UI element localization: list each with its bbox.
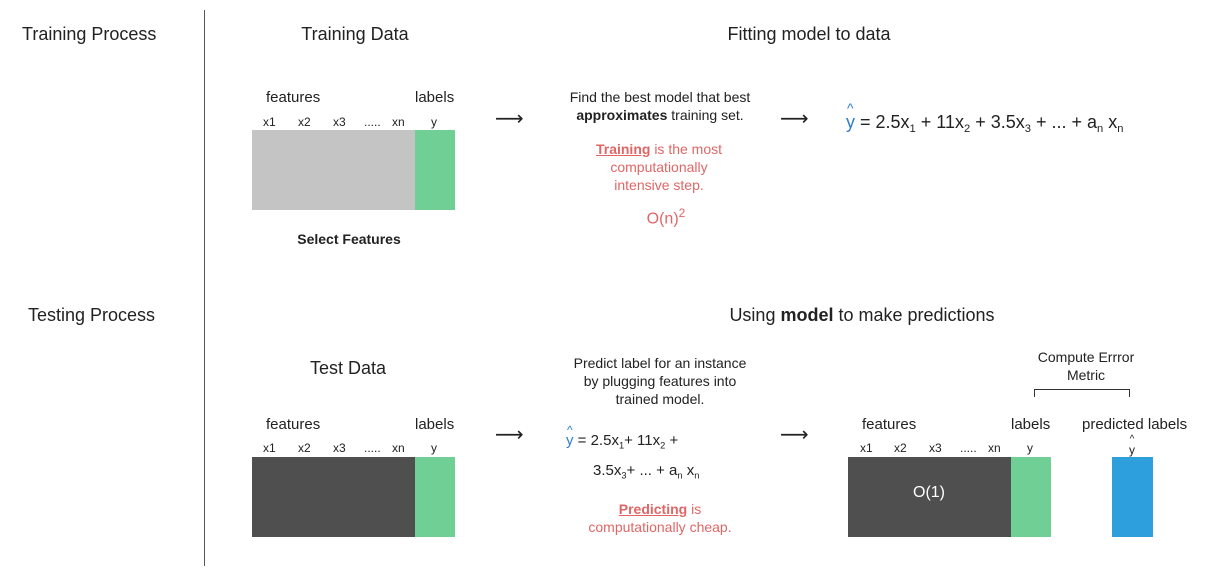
prediction-complexity: O(1)	[913, 484, 945, 501]
training-arrow-1: ⟶	[495, 108, 524, 130]
testing-equation: ^ y = 2.5x1+ 11x2 + 3.5x3+ ... + an xn	[566, 423, 700, 481]
testing-description: Predict label for an instance by pluggin…	[573, 355, 747, 407]
training-col-x3: x3	[333, 115, 346, 129]
testing-col-y: y	[431, 441, 437, 455]
section-divider	[204, 10, 205, 566]
testing-cost-note: Predicting is computationally cheap.	[588, 501, 732, 535]
training-col-ellipsis: .....	[364, 115, 381, 129]
training-col-xn: xn	[392, 115, 405, 129]
fitting-model-title: Fitting model to data	[727, 24, 891, 44]
training-complexity: O(n)2	[646, 206, 686, 228]
testing-arrow-1: ⟶	[495, 424, 524, 446]
training-features-block	[252, 130, 415, 210]
testing-labels-block	[415, 457, 455, 537]
result-col-y: y	[1027, 441, 1033, 455]
approximates-emphasis: approximates	[576, 107, 668, 123]
result-labels-block	[1011, 457, 1051, 537]
result-col-x2: x2	[894, 441, 907, 455]
testing-features-block	[252, 457, 415, 537]
predicted-labels-label: predicted labels	[1082, 416, 1188, 433]
testing-features-label: features	[266, 416, 321, 433]
training-arrow-2: ⟶	[780, 108, 809, 130]
testing-arrow-2: ⟶	[780, 424, 809, 446]
select-features-label: Select Features	[297, 231, 401, 247]
result-features-block	[848, 457, 1011, 537]
training-col-y: y	[431, 115, 437, 129]
compute-error-metric-label: Compute Errror Metric	[1037, 349, 1135, 383]
predicted-col-yhat: ^ y	[1129, 434, 1135, 457]
testing-col-x1: x1	[263, 441, 276, 455]
training-col-x2: x2	[298, 115, 311, 129]
result-col-x1: x1	[860, 441, 873, 455]
result-labels-label: labels	[1011, 416, 1051, 433]
using-model-title: Using model to make predictions	[729, 305, 995, 325]
training-labels-label: labels	[415, 89, 455, 106]
training-equation: ^ y = 2.5x1 + 11x2 + 3.5x3 + ... + an xn	[846, 100, 1124, 135]
testing-col-ellipsis: .....	[364, 441, 381, 455]
predicting-emphasis: Predicting	[618, 501, 688, 517]
testing-process-title: Testing Process	[28, 305, 156, 325]
testing-col-x3: x3	[333, 441, 346, 455]
training-col-x1: x1	[263, 115, 276, 129]
test-data-title: Test Data	[309, 358, 387, 378]
training-labels-block	[415, 130, 455, 210]
training-data-title: Training Data	[301, 24, 409, 44]
training-cost-note: Training is the most computationally int…	[595, 141, 723, 193]
result-col-x3: x3	[929, 441, 942, 455]
testing-labels-label: labels	[415, 416, 455, 433]
testing-col-xn: xn	[392, 441, 405, 455]
training-process-title: Training Process	[22, 24, 157, 44]
result-features-label: features	[862, 416, 917, 433]
training-description: Find the best model that best approximat…	[569, 89, 751, 123]
testing-col-x2: x2	[298, 441, 311, 455]
result-col-ellipsis: .....	[960, 441, 977, 455]
training-emphasis: Training	[595, 141, 651, 157]
training-features-label: features	[266, 89, 321, 106]
result-col-xn: xn	[988, 441, 1001, 455]
compute-error-bracket	[1034, 389, 1130, 397]
predicted-labels-block	[1112, 457, 1153, 537]
